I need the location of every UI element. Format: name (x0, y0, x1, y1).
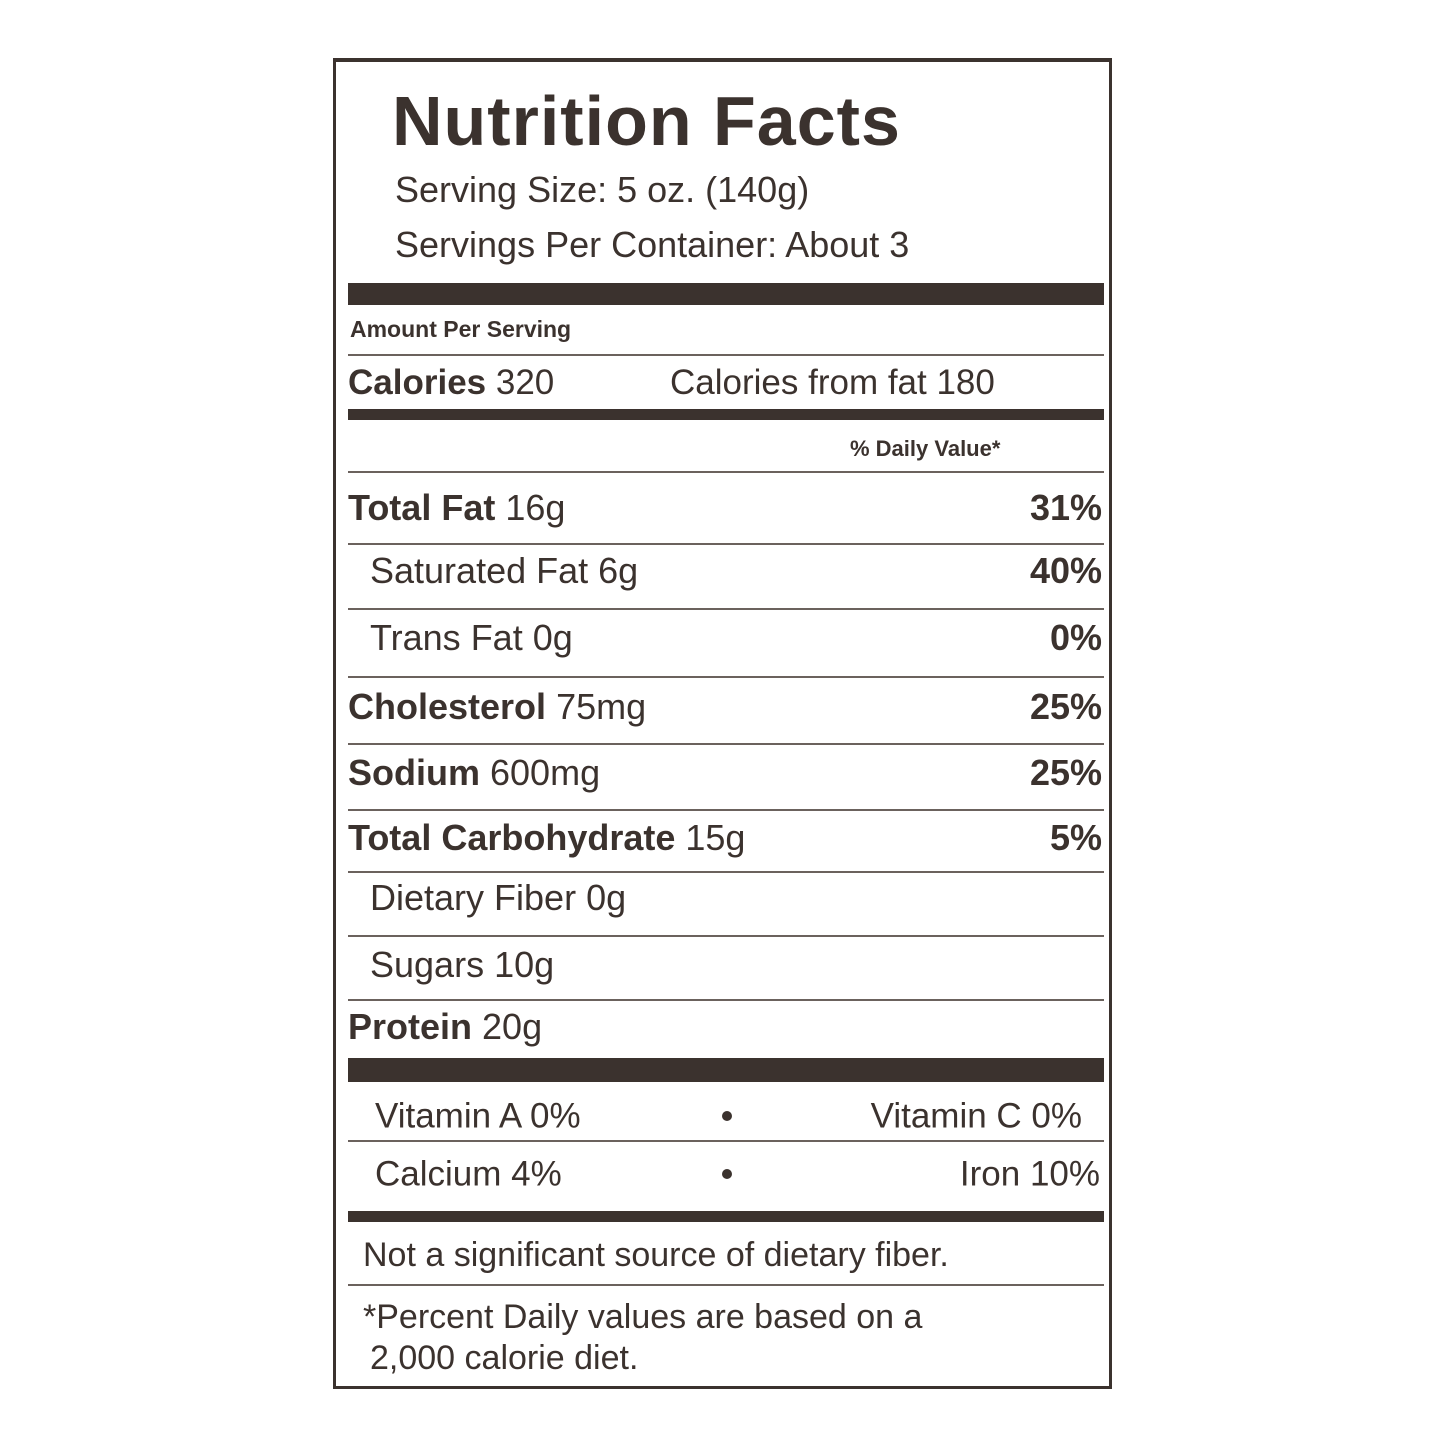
note: Not a significant source of dietary fibe… (363, 1236, 949, 1274)
nutrient-amount: 0g (532, 617, 573, 658)
bullet (722, 1169, 732, 1179)
rule (348, 809, 1104, 811)
title: Nutrition Facts (392, 82, 901, 160)
nutrient-label: Total Fat (348, 487, 496, 528)
vitamin-left: Calcium 4% (375, 1154, 562, 1194)
nutrient-row: Sugars 10g (370, 947, 554, 983)
rule (348, 935, 1104, 937)
nutrient-amount: 75mg (556, 686, 647, 727)
nutrient-row: Dietary Fiber 0g (370, 880, 626, 916)
rule (348, 999, 1104, 1001)
bullet (722, 1111, 732, 1121)
nutrient-amount: 16g (505, 487, 566, 528)
daily-value: 40% (1029, 550, 1102, 591)
nutrient-label: Protein (348, 1006, 473, 1047)
rule (348, 543, 1104, 545)
nutrient-row: Protein 20g (348, 1009, 542, 1045)
nutrient-label: Sodium (348, 752, 480, 793)
servings-per-container: Servings Per Container: About 3 (395, 224, 910, 265)
rule (348, 354, 1104, 356)
nutrient-row: Total Fat 16g (348, 490, 565, 526)
calories-from-fat: Calories from fat 180 (670, 363, 995, 402)
daily-value: 31% (1029, 487, 1102, 528)
serving-size: Serving Size: 5 oz. (140g) (395, 169, 810, 210)
daily-value: 5% (1049, 817, 1102, 858)
daily-value: 0% (1049, 617, 1102, 658)
nutrient-amount: 20g (482, 1006, 543, 1047)
nutrient-row: Sodium 600mg (348, 755, 600, 791)
nutrient-label: Sugars (370, 944, 485, 985)
label-border (333, 58, 1112, 1389)
vitamin-right: Iron 10% (959, 1154, 1100, 1194)
calories-label: Calories (348, 363, 487, 402)
daily-value: 25% (1029, 752, 1102, 793)
nutrient-label: Dietary Fiber (370, 877, 577, 918)
nutrient-label: Total Carbohydrate (348, 817, 676, 858)
nutrient-label: Saturated Fat (370, 550, 589, 591)
footnote-line: 2,000 calorie diet. (370, 1339, 639, 1377)
rule (348, 608, 1104, 610)
amount-per-serving: Amount Per Serving (350, 316, 572, 342)
nutrient-row: Total Carbohydrate 15g (348, 820, 745, 856)
medium-bar (348, 409, 1104, 420)
rule (348, 1140, 1104, 1142)
vitamin-right: Vitamin C 0% (870, 1096, 1082, 1136)
rule (348, 743, 1104, 745)
thick-bar (348, 283, 1104, 305)
daily-value-header: % Daily Value* (850, 436, 1001, 461)
nutrient-amount: 6g (598, 550, 639, 591)
footnote-line: *Percent Daily values are based on a (363, 1298, 923, 1336)
nutrient-amount: 10g (494, 944, 555, 985)
nutrient-amount: 600mg (490, 752, 601, 793)
rule (348, 871, 1104, 873)
rule (348, 471, 1104, 473)
nutrient-label: Cholesterol (348, 686, 547, 727)
nutrient-label: Trans Fat (370, 617, 523, 658)
medium-bar (348, 1211, 1104, 1222)
vitamin-left: Vitamin A 0% (375, 1096, 581, 1136)
rule (348, 1284, 1104, 1286)
nutrient-amount: 0g (586, 877, 627, 918)
nutrient-row: Saturated Fat 6g (370, 553, 638, 589)
nutrient-row: Cholesterol 75mg (348, 689, 646, 725)
calories-row: Calories 320 (348, 365, 554, 400)
thick-bar (348, 1058, 1104, 1082)
daily-value: 25% (1029, 686, 1102, 727)
rule (348, 676, 1104, 678)
nutrient-amount: 15g (685, 817, 746, 858)
nutrient-row: Trans Fat 0g (370, 620, 573, 656)
calories-value: 320 (495, 363, 555, 402)
